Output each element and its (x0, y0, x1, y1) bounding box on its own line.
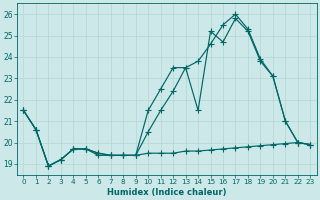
X-axis label: Humidex (Indice chaleur): Humidex (Indice chaleur) (107, 188, 227, 197)
